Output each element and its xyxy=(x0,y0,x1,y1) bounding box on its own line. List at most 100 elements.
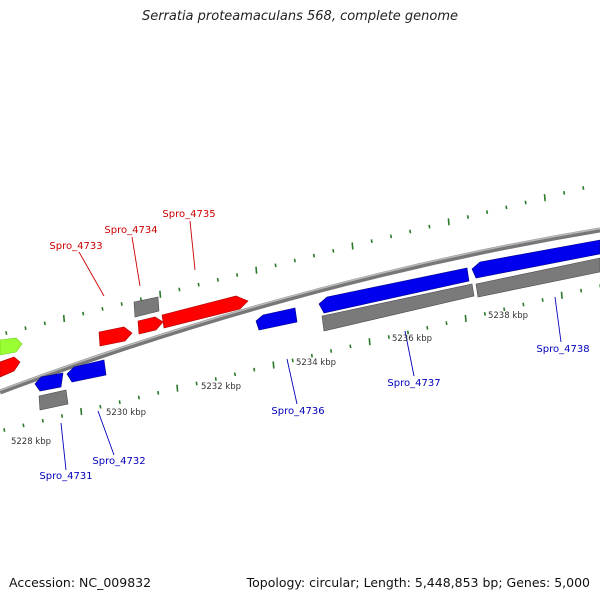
accession-text: Accession: NC_009832 xyxy=(9,575,152,590)
scale-label-5228: 5228 kbp xyxy=(11,437,51,447)
outer-tick xyxy=(582,186,585,190)
gene-spro-4738[interactable] xyxy=(471,239,600,279)
inner-tick xyxy=(387,335,390,339)
forward-gene-partial[interactable] xyxy=(0,356,21,378)
outer-tick xyxy=(563,190,566,195)
outer-tick-major xyxy=(62,314,66,323)
inner-tick xyxy=(41,418,44,423)
inner-tick xyxy=(195,381,198,386)
inner-tick xyxy=(310,353,313,358)
scale-label-5234: 5234 kbp xyxy=(296,358,336,368)
scale-label-5230: 5230 kbp xyxy=(106,408,146,418)
inner-tick-major xyxy=(80,407,83,415)
gene-spro-4731[interactable] xyxy=(34,372,64,392)
feature-gray-1[interactable] xyxy=(133,296,160,318)
inner-tick xyxy=(445,321,448,326)
leader-spro-4736 xyxy=(286,358,298,405)
inner-tick xyxy=(233,372,237,377)
leader-spro-4731 xyxy=(60,422,67,471)
feature-gray-2[interactable] xyxy=(38,389,69,411)
leader-spro-4732 xyxy=(97,410,115,456)
inner-tick xyxy=(3,428,6,432)
gene-label-spro-4736: Spro_4736 xyxy=(271,406,324,417)
outer-tick xyxy=(486,210,489,215)
gene-spro-4733[interactable] xyxy=(98,326,133,347)
outer-tick xyxy=(274,263,277,268)
inner-tick xyxy=(118,400,121,405)
inner-tick-major xyxy=(368,338,371,346)
scale-label-5238: 5238 kbp xyxy=(488,311,528,321)
outer-tick-major xyxy=(159,290,162,298)
inner-tick xyxy=(137,395,140,400)
gene-label-spro-4738: Spro_4738 xyxy=(536,344,589,355)
inner-tick-major xyxy=(464,314,467,323)
gene-label-spro-4734: Spro_4734 xyxy=(104,225,157,236)
genome-backbone xyxy=(0,227,600,395)
gene-label-spro-4735: Spro_4735 xyxy=(162,209,215,220)
outer-tick xyxy=(24,326,27,331)
inner-tick xyxy=(291,358,294,363)
inner-tick xyxy=(483,311,486,316)
gene-spro-4736[interactable] xyxy=(255,307,298,331)
gene-label-spro-4731: Spro_4731 xyxy=(39,471,92,482)
outer-tick-major xyxy=(447,218,450,226)
outer-tick xyxy=(332,248,335,253)
outer-tick xyxy=(524,200,527,205)
gene-label-spro-4737: Spro_4737 xyxy=(387,378,440,389)
gene-spro-4735[interactable] xyxy=(161,295,249,329)
outer-tick xyxy=(312,253,316,258)
inner-tick xyxy=(157,390,160,395)
leader-spro-4735 xyxy=(189,220,196,271)
tick-marks xyxy=(3,186,600,432)
map-title: Serratia proteamaculans 568, complete ge… xyxy=(141,9,459,24)
scale-label-5232: 5232 kbp xyxy=(201,382,241,392)
outer-tick xyxy=(178,287,181,292)
outer-tick-major xyxy=(543,194,546,202)
inner-tick xyxy=(99,404,102,409)
inner-tick xyxy=(541,298,544,302)
scale-label-5236: 5236 kbp xyxy=(392,334,432,344)
outer-tick xyxy=(466,215,469,219)
outer-tick xyxy=(43,321,46,326)
inner-tick xyxy=(330,349,333,353)
inner-tick-major xyxy=(176,384,179,392)
inner-tick xyxy=(60,414,64,418)
inner-tick xyxy=(22,423,25,428)
feature-gray-3[interactable] xyxy=(321,283,475,332)
outer-tick xyxy=(5,331,8,335)
outer-tick xyxy=(236,273,239,277)
inner-tick xyxy=(580,288,583,293)
gene-label-spro-4732: Spro_4732 xyxy=(92,456,145,467)
outer-tick xyxy=(409,229,412,234)
inner-tick xyxy=(214,377,217,381)
outer-tick xyxy=(293,258,296,263)
rna-feature[interactable] xyxy=(0,337,23,356)
inner-tick-major xyxy=(560,291,563,299)
gene-label-spro-4733: Spro_4733 xyxy=(49,241,102,252)
feature-gray-4[interactable] xyxy=(475,257,600,298)
leader-spro-4734 xyxy=(131,236,141,287)
outer-tick xyxy=(197,282,200,287)
leader-spro-4733 xyxy=(78,251,105,297)
leader-spro-4738 xyxy=(554,296,562,343)
outer-tick xyxy=(216,277,219,282)
inner-tick xyxy=(503,307,506,312)
outer-tick xyxy=(370,239,373,244)
inner-tick xyxy=(349,344,352,349)
outer-tick xyxy=(82,311,85,316)
inner-tick-major xyxy=(272,361,275,369)
outer-tick xyxy=(389,234,393,239)
inner-tick xyxy=(253,367,256,372)
leader-spro-4737 xyxy=(404,330,415,377)
outer-tick xyxy=(505,205,508,210)
gene-spro-4737[interactable] xyxy=(318,267,470,314)
gene-spro-4732[interactable] xyxy=(66,359,107,383)
outer-tick-major xyxy=(255,266,258,274)
gene-spro-4734[interactable] xyxy=(137,316,164,335)
outer-tick xyxy=(428,224,431,229)
genome-summary-text: Topology: circular; Length: 5,448,853 bp… xyxy=(246,575,590,590)
outer-tick-major xyxy=(351,242,354,250)
outer-tick xyxy=(101,306,104,311)
genome-backbone-highlight xyxy=(0,227,600,392)
